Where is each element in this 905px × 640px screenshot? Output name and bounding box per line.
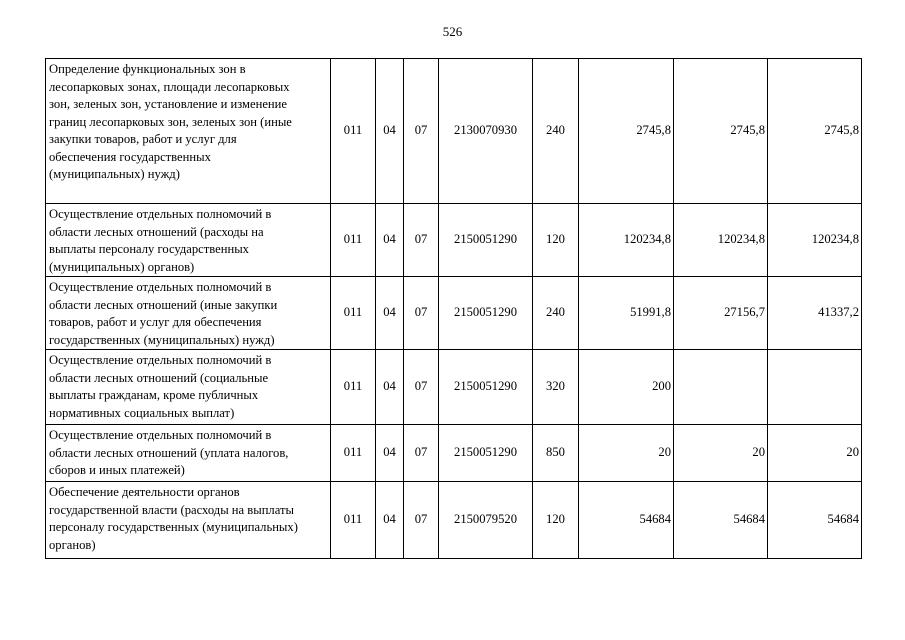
subsection-cell: 07: [403, 349, 439, 425]
ministry-code-cell: 011: [330, 276, 376, 350]
amount-year2-cell: 120234,8: [673, 203, 768, 277]
target-article-cell: 2150051290: [438, 276, 533, 350]
ministry-code-cell: 011: [330, 203, 376, 277]
amount-year1-cell: 51991,8: [578, 276, 674, 350]
expense-type-cell: 120: [532, 203, 579, 277]
amount-year3-cell: 2745,8: [767, 58, 862, 204]
section-cell: 04: [375, 203, 404, 277]
amount-year3-cell: 120234,8: [767, 203, 862, 277]
amount-year2-cell: 20: [673, 424, 768, 482]
subsection-cell: 07: [403, 424, 439, 482]
page-number: 526: [442, 24, 463, 39]
amount-year3-cell: 41337,2: [767, 276, 862, 350]
ministry-code-cell: 011: [330, 481, 376, 559]
table-row: Осуществление отдельных полномочий в обл…: [45, 424, 862, 482]
amount-year1-cell: 120234,8: [578, 203, 674, 277]
description-cell: Осуществление отдельных полномочий в обл…: [45, 276, 331, 350]
amount-year3-cell: 20: [767, 424, 862, 482]
expense-type-cell: 240: [532, 276, 579, 350]
amount-year3-cell: [767, 349, 862, 425]
subsection-cell: 07: [403, 58, 439, 204]
table-row: Обеспечение деятельности органов государ…: [45, 481, 862, 559]
amount-year1-cell: 54684: [578, 481, 674, 559]
section-cell: 04: [375, 58, 404, 204]
amount-year2-cell: 2745,8: [673, 58, 768, 204]
description-cell: Осуществление отдельных полномочий в обл…: [45, 203, 331, 277]
target-article-cell: 2150051290: [438, 424, 533, 482]
amount-year3-cell: 54684: [767, 481, 862, 559]
description-cell: Обеспечение деятельности органов государ…: [45, 481, 331, 559]
target-article-cell: 2150051290: [438, 203, 533, 277]
ministry-code-cell: 011: [330, 349, 376, 425]
table-row: Определение функциональных зон в лесопар…: [45, 58, 862, 204]
subsection-cell: 07: [403, 203, 439, 277]
budget-table: Определение функциональных зон в лесопар…: [45, 58, 862, 559]
target-article-cell: 2150051290: [438, 349, 533, 425]
subsection-cell: 07: [403, 481, 439, 559]
target-article-cell: 2130070930: [438, 58, 533, 204]
section-cell: 04: [375, 349, 404, 425]
amount-year2-cell: 54684: [673, 481, 768, 559]
section-cell: 04: [375, 481, 404, 559]
section-cell: 04: [375, 424, 404, 482]
amount-year1-cell: 2745,8: [578, 58, 674, 204]
ministry-code-cell: 011: [330, 58, 376, 204]
description-cell: Осуществление отдельных полномочий в обл…: [45, 424, 331, 482]
expense-type-cell: 850: [532, 424, 579, 482]
amount-year2-cell: [673, 349, 768, 425]
description-cell: Осуществление отдельных полномочий в обл…: [45, 349, 331, 425]
description-cell: Определение функциональных зон в лесопар…: [45, 58, 331, 204]
table-row: Осуществление отдельных полномочий в обл…: [45, 349, 862, 425]
table-row: Осуществление отдельных полномочий в обл…: [45, 203, 862, 277]
section-cell: 04: [375, 276, 404, 350]
expense-type-cell: 320: [532, 349, 579, 425]
amount-year1-cell: 20: [578, 424, 674, 482]
amount-year1-cell: 200: [578, 349, 674, 425]
table-row: Осуществление отдельных полномочий в обл…: [45, 276, 862, 350]
expense-type-cell: 240: [532, 58, 579, 204]
target-article-cell: 2150079520: [438, 481, 533, 559]
ministry-code-cell: 011: [330, 424, 376, 482]
subsection-cell: 07: [403, 276, 439, 350]
amount-year2-cell: 27156,7: [673, 276, 768, 350]
expense-type-cell: 120: [532, 481, 579, 559]
